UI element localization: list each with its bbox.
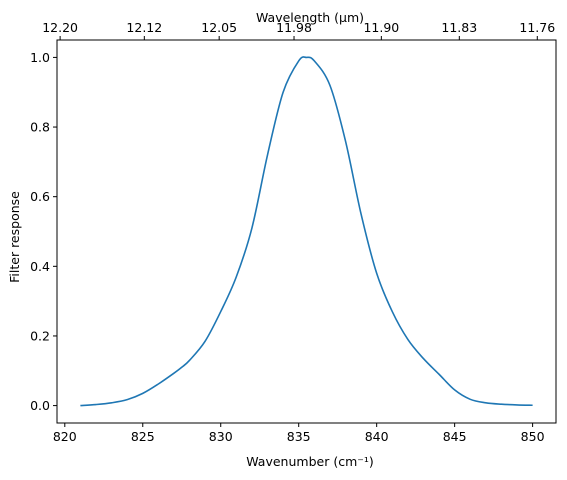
x-tick-label: 835 [287,429,311,444]
x-tick-label: 820 [53,429,77,444]
y-tick-label: 0.8 [30,120,50,135]
x-tick-label: 825 [131,429,155,444]
x-tick-label: 845 [443,429,467,444]
y-tick-label: 0.4 [30,259,50,274]
y-tick-label: 0.6 [30,189,50,204]
top-tick-label: 11.83 [441,20,477,35]
x-tick-label: 850 [521,429,545,444]
top-tick-label: 12.20 [42,20,78,35]
y-tick-label: 1.0 [30,50,50,65]
top-tick-label: 12.12 [126,20,162,35]
plot-frame [56,39,557,424]
top-tick-label: 11.98 [276,20,312,35]
x-tick-label: 830 [209,429,233,444]
x-tick-label: 840 [365,429,389,444]
y-axis-title: Filter response [7,191,22,283]
series-line [80,56,533,407]
top-tick-label: 12.05 [201,20,237,35]
top-axis-title: Wavelength (μm) [256,10,364,25]
top-tick-label: 11.90 [363,20,399,35]
y-tick-label: 0.0 [30,398,50,413]
y-tick-label: 0.2 [30,328,50,343]
top-tick-label: 11.76 [519,20,555,35]
x-axis-title: Wavenumber (cm⁻¹) [246,454,373,469]
chart-marks: 820 825 830 835 840 845 850 0.0 0.2 0.4 0.6 0.8 1.0 1… [30,20,555,444]
